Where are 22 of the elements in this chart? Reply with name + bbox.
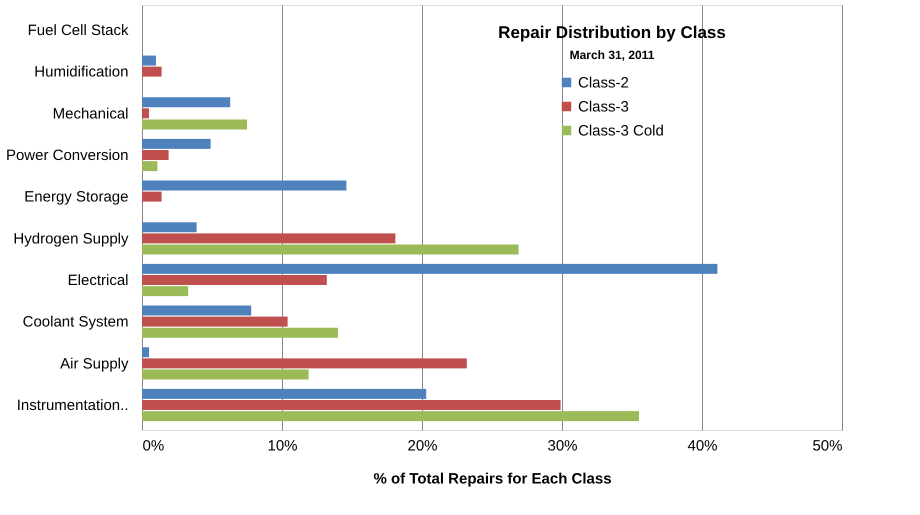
text: March 31, 2011 [570,48,655,62]
text: Repair Distribution by Class [498,23,726,42]
x-tick-label: 20% [407,438,438,454]
y-tick-label: Air Supply [60,355,129,372]
legend-label: Class-3 [578,98,629,116]
y-tick-label: Power Conversion [6,147,128,164]
y-tick-label: Fuel Cell Stack [28,22,129,39]
y-tick-label: Hydrogen Supply [13,230,129,248]
y-tick-label: Humidification [34,64,128,81]
legend-label: Class-3 Cold [578,122,664,140]
y-tick-label: Instrumentation.. [16,397,128,414]
legend-label: Class-2 [578,74,629,92]
x-tick-label: 0% [142,438,164,454]
y-tick-label: Mechanical [52,105,128,122]
x-tick-label: 50% [812,438,842,454]
x-tick-label: 30% [547,438,578,454]
x-tick-label: 10% [267,438,298,454]
x-axis-title: % of Total Repairs for Each Class [373,470,612,488]
y-tick-label: Electrical [68,272,128,289]
x-tick-label: 40% [687,438,718,454]
y-tick-label: Energy Storage [24,188,128,206]
y-tick-label: Coolant System [22,314,128,331]
